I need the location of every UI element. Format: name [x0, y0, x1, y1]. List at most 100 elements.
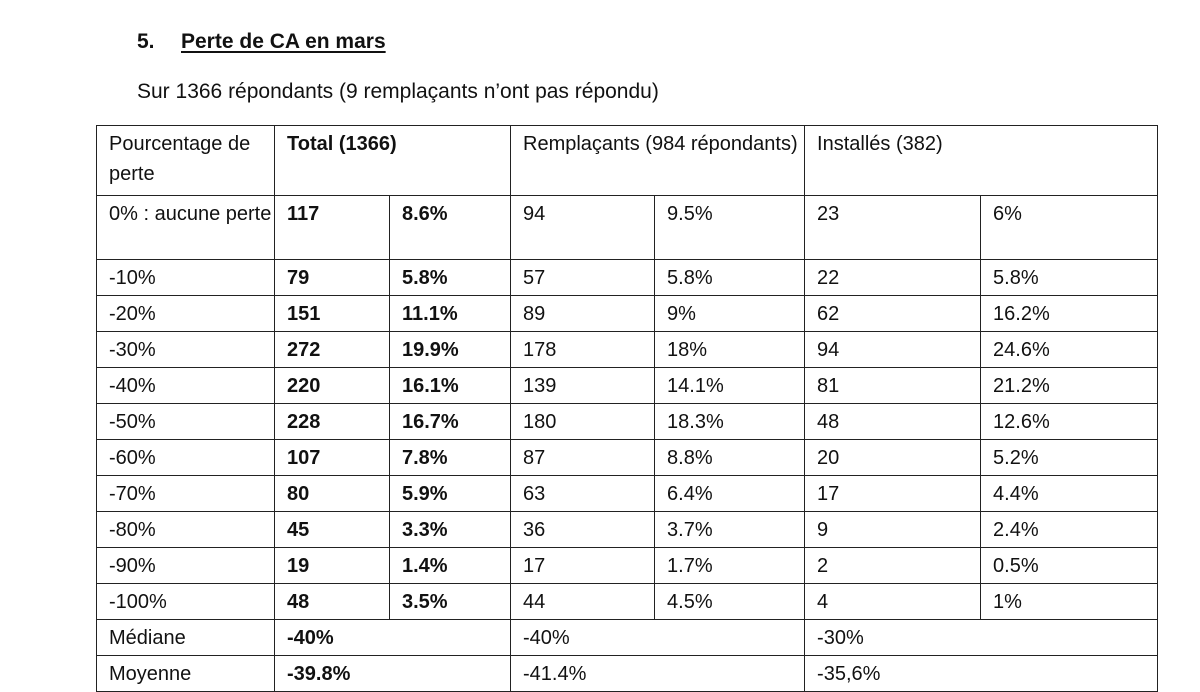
total-count-cell: 151	[274, 295, 390, 332]
total-count-cell: 79	[274, 259, 390, 296]
remplacants-percent-cell: 8.8%	[654, 439, 806, 476]
total-percent-cell: 16.1%	[388, 367, 512, 404]
remplacants-count-cell: 57	[510, 259, 656, 296]
total-percent-cell: 8.6%	[388, 195, 512, 260]
table-row: -70% 80 5.9% 63 6.4% 17 4.4%	[96, 475, 1159, 512]
row-label: 0% : aucune perte	[96, 195, 275, 260]
remplacants-percent-cell: 18.3%	[654, 403, 806, 440]
row-label: -60%	[96, 439, 275, 476]
remplacants-percent-cell: 3.7%	[654, 511, 806, 548]
remplacants-count-cell: 89	[510, 295, 656, 332]
total-percent-cell: 16.7%	[388, 403, 512, 440]
installes-percent-cell: 0.5%	[980, 547, 1159, 584]
summary-row: Médiane -40% -40% -30%	[96, 619, 1159, 656]
remplacants-count-cell: 36	[510, 511, 656, 548]
installes-count-cell: 48	[804, 403, 982, 440]
revenue-loss-table: Pourcentage de perte Total (1366) Rempla…	[96, 125, 1159, 692]
row-label: -20%	[96, 295, 275, 332]
installes-percent-cell: 6%	[980, 195, 1159, 260]
installes-count-cell: 4	[804, 583, 982, 620]
row-label: -10%	[96, 259, 275, 296]
summary-installes-cell: -30%	[804, 619, 1159, 656]
summary-remplacants-cell: -41.4%	[510, 655, 806, 692]
header-installes: Installés (382)	[804, 125, 1159, 196]
installes-count-cell: 17	[804, 475, 982, 512]
table-row: -30% 272 19.9% 178 18% 94 24.6%	[96, 331, 1159, 368]
total-percent-cell: 5.8%	[388, 259, 512, 296]
total-count-cell: 220	[274, 367, 390, 404]
installes-count-cell: 94	[804, 331, 982, 368]
table-row: -80% 45 3.3% 36 3.7% 9 2.4%	[96, 511, 1159, 548]
total-percent-cell: 7.8%	[388, 439, 512, 476]
remplacants-count-cell: 63	[510, 475, 656, 512]
total-count-cell: 19	[274, 547, 390, 584]
installes-percent-cell: 5.2%	[980, 439, 1159, 476]
remplacants-percent-cell: 18%	[654, 331, 806, 368]
header-category: Pourcentage de perte	[96, 125, 275, 196]
total-percent-cell: 5.9%	[388, 475, 512, 512]
table-row: 0% : aucune perte 117 8.6% 94 9.5% 23 6%	[96, 195, 1159, 260]
summary-row: Moyenne -39.8% -41.4% -35,6%	[96, 655, 1159, 692]
installes-percent-cell: 24.6%	[980, 331, 1159, 368]
remplacants-percent-cell: 14.1%	[654, 367, 806, 404]
total-count-cell: 45	[274, 511, 390, 548]
row-label: -40%	[96, 367, 275, 404]
remplacants-count-cell: 180	[510, 403, 656, 440]
remplacants-count-cell: 178	[510, 331, 656, 368]
installes-percent-cell: 2.4%	[980, 511, 1159, 548]
installes-percent-cell: 5.8%	[980, 259, 1159, 296]
installes-count-cell: 9	[804, 511, 982, 548]
section-title: Perte de CA en mars	[181, 30, 386, 53]
total-percent-cell: 19.9%	[388, 331, 512, 368]
installes-count-cell: 62	[804, 295, 982, 332]
installes-percent-cell: 4.4%	[980, 475, 1159, 512]
total-count-cell: 228	[274, 403, 390, 440]
installes-percent-cell: 21.2%	[980, 367, 1159, 404]
remplacants-percent-cell: 9.5%	[654, 195, 806, 260]
row-label: -70%	[96, 475, 275, 512]
section-heading: 5. Perte de CA en mars	[137, 28, 386, 56]
total-count-cell: 107	[274, 439, 390, 476]
table-body: Pourcentage de perte Total (1366) Rempla…	[96, 125, 1159, 692]
total-count-cell: 80	[274, 475, 390, 512]
total-percent-cell: 1.4%	[388, 547, 512, 584]
total-percent-cell: 3.5%	[388, 583, 512, 620]
remplacants-percent-cell: 1.7%	[654, 547, 806, 584]
remplacants-count-cell: 139	[510, 367, 656, 404]
remplacants-count-cell: 44	[510, 583, 656, 620]
section-subtitle: Sur 1366 répondants (9 remplaçants n’ont…	[137, 80, 659, 103]
remplacants-count-cell: 87	[510, 439, 656, 476]
installes-count-cell: 81	[804, 367, 982, 404]
installes-count-cell: 22	[804, 259, 982, 296]
summary-total-cell: -39.8%	[273, 655, 512, 692]
table-row: -50% 228 16.7% 180 18.3% 48 12.6%	[96, 403, 1159, 440]
row-label: -100%	[96, 583, 275, 620]
row-label: -90%	[96, 547, 275, 584]
total-count-cell: 272	[274, 331, 390, 368]
remplacants-percent-cell: 4.5%	[654, 583, 806, 620]
table-header-row: Pourcentage de perte Total (1366) Rempla…	[96, 125, 1159, 196]
summary-installes-cell: -35,6%	[804, 655, 1159, 692]
row-label: -30%	[96, 331, 275, 368]
total-count-cell: 48	[274, 583, 390, 620]
installes-percent-cell: 16.2%	[980, 295, 1159, 332]
remplacants-count-cell: 17	[510, 547, 656, 584]
summary-remplacants-cell: -40%	[510, 619, 806, 656]
summary-label: Médiane	[96, 619, 275, 656]
remplacants-percent-cell: 5.8%	[654, 259, 806, 296]
summary-total-cell: -40%	[273, 619, 512, 656]
installes-count-cell: 23	[804, 195, 982, 260]
table-row: -10% 79 5.8% 57 5.8% 22 5.8%	[96, 259, 1159, 296]
installes-count-cell: 20	[804, 439, 982, 476]
installes-percent-cell: 1%	[980, 583, 1159, 620]
total-percent-cell: 3.3%	[388, 511, 512, 548]
row-label: -80%	[96, 511, 275, 548]
installes-count-cell: 2	[804, 547, 982, 584]
remplacants-percent-cell: 9%	[654, 295, 806, 332]
total-percent-cell: 11.1%	[388, 295, 512, 332]
summary-label: Moyenne	[96, 655, 275, 692]
table-row: -60% 107 7.8% 87 8.8% 20 5.2%	[96, 439, 1159, 476]
remplacants-percent-cell: 6.4%	[654, 475, 806, 512]
table-row: -20% 151 11.1% 89 9% 62 16.2%	[96, 295, 1159, 332]
installes-percent-cell: 12.6%	[980, 403, 1159, 440]
